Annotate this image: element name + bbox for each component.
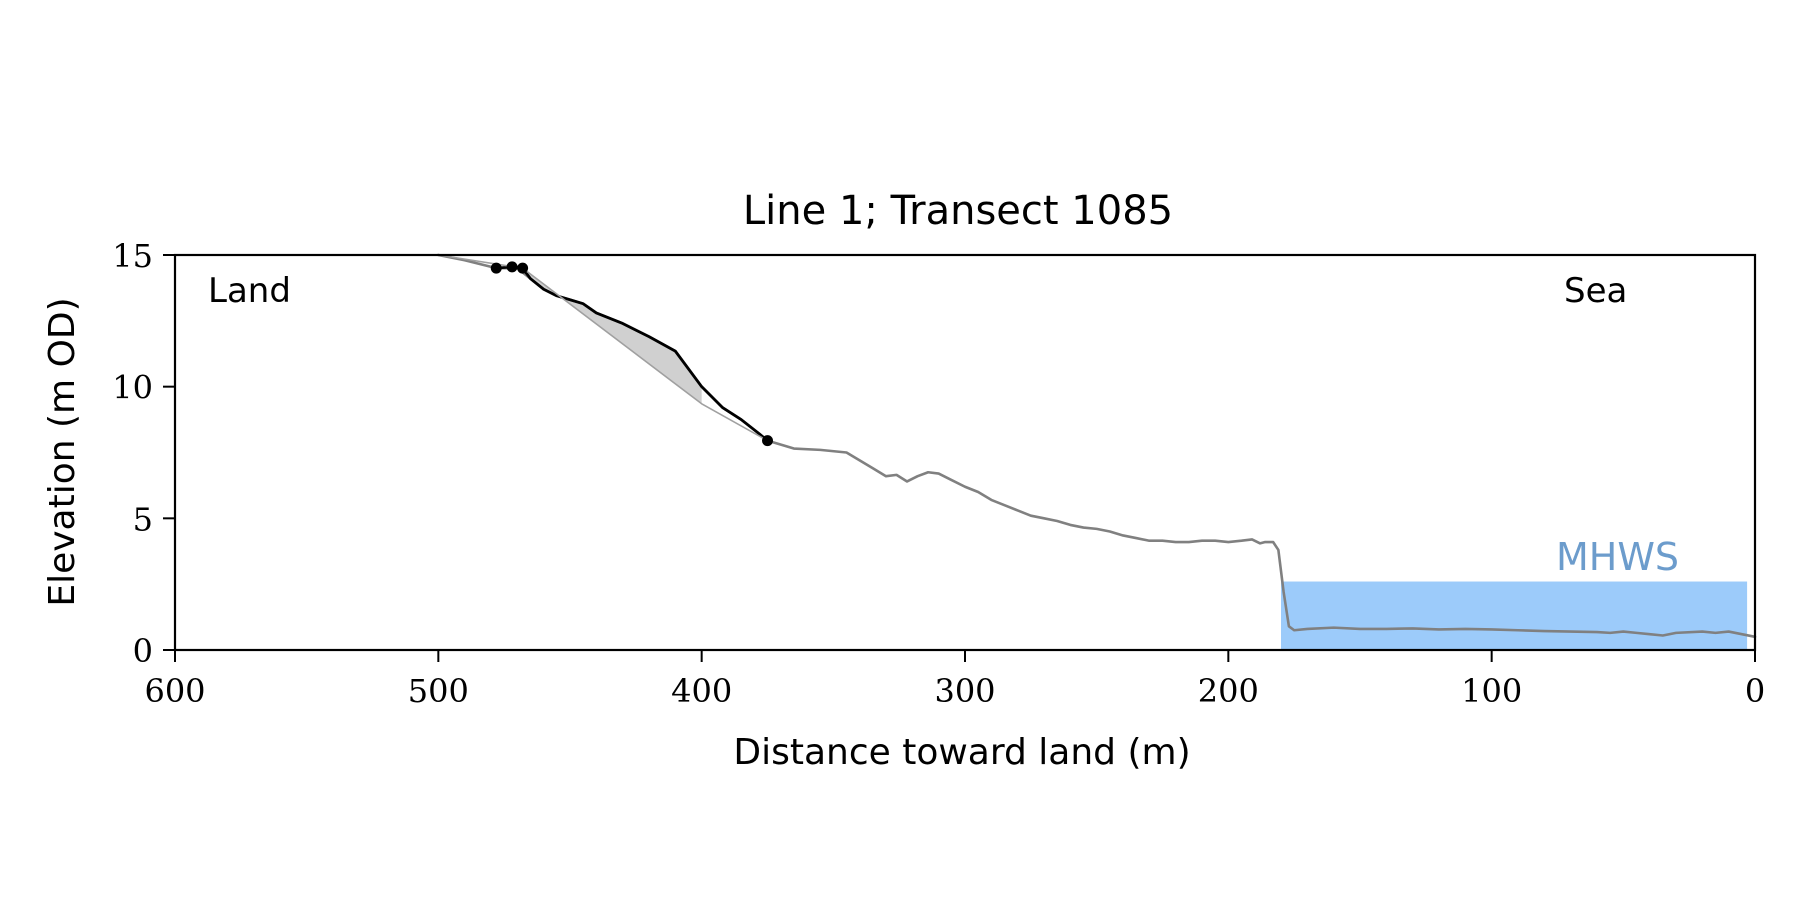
x-tick-label-300: 300 xyxy=(934,672,995,710)
series-full-profile xyxy=(437,253,1757,639)
land-annotation: Land xyxy=(208,271,291,311)
y-tick-label-0: 0 xyxy=(133,632,153,670)
mhws-annotation: MHWS xyxy=(1556,535,1679,579)
series-cliff-profile xyxy=(494,265,769,443)
y-tick-label-5: 5 xyxy=(133,500,153,538)
tick-group: 600 500 400 300 200 100 0 0 5 10 15 xyxy=(112,237,1765,710)
sea-annotation: Sea xyxy=(1564,271,1627,311)
profile-marker-2 xyxy=(506,261,518,273)
plot-area xyxy=(437,253,1757,650)
series-cliff-chord xyxy=(437,254,769,442)
y-axis-label: Elevation (m OD) xyxy=(42,297,83,606)
profile-marker-4 xyxy=(762,435,773,447)
y-tick-label-15: 15 xyxy=(112,237,153,275)
profile-marker-1 xyxy=(490,262,502,274)
mhws-band xyxy=(1281,581,1748,650)
x-tick-label-600: 600 xyxy=(144,672,205,710)
y-tick-label-10: 10 xyxy=(112,369,153,407)
x-axis-label: Distance toward land (m) xyxy=(733,732,1190,773)
chart-title: Line 1; Transect 1085 xyxy=(743,188,1173,234)
x-tick-label-100: 100 xyxy=(1461,672,1522,710)
profile-marker-3 xyxy=(517,262,529,274)
x-tick-label-400: 400 xyxy=(671,672,732,710)
x-tick-label-200: 200 xyxy=(1198,672,1259,710)
x-tick-label-0: 0 xyxy=(1745,672,1765,710)
x-tick-label-500: 500 xyxy=(408,672,469,710)
